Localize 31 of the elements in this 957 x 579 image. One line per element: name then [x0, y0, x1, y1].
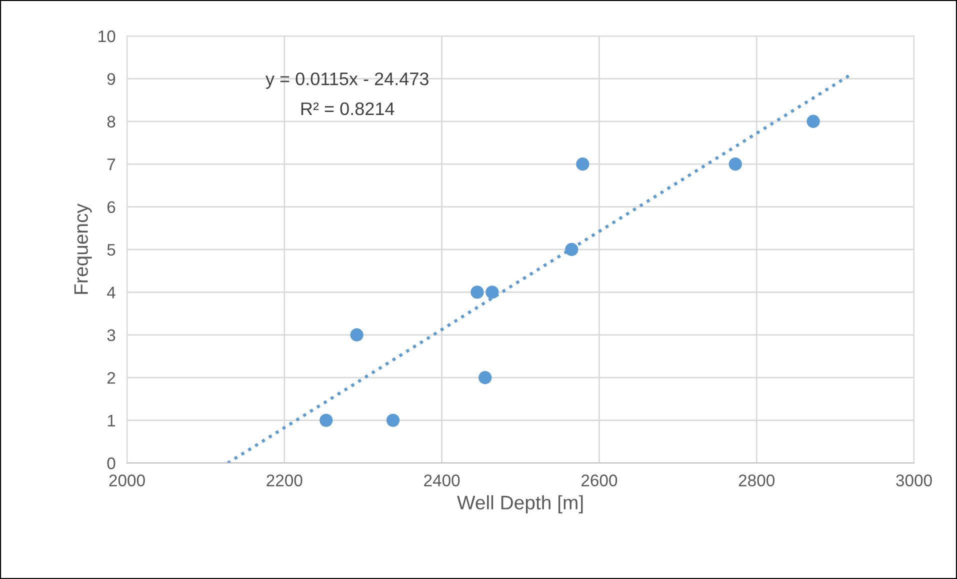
x-tick-label: 2000 [109, 474, 145, 486]
x-tick-label: 2600 [582, 474, 618, 486]
point [565, 242, 578, 256]
point [806, 114, 820, 128]
annotation: R² = 0.8214 [301, 102, 394, 116]
y-tick-label: 4 [107, 286, 116, 298]
y-tick-label: 5 [107, 244, 116, 256]
point [576, 158, 590, 171]
x-tick-label: 3000 [896, 474, 932, 486]
y-axis-title: Frequency [74, 204, 92, 294]
y-tick-label: 10 [98, 30, 116, 42]
y-tick-label: 0 [107, 457, 116, 470]
x-axis-title: Well Depth [m] [457, 495, 583, 514]
y-tick-label: 7 [107, 158, 116, 170]
x-tick-label: 2200 [266, 474, 302, 486]
y-tick-label: 1 [108, 414, 116, 426]
x-tick-label: 2400 [424, 474, 460, 486]
y-tick-label: 6 [107, 201, 116, 214]
y-tick-label: 9 [107, 73, 116, 85]
point [478, 371, 492, 384]
point [320, 414, 333, 427]
y-tick-label: 8 [107, 116, 116, 128]
annotation: y = 0.0115x - 24.473 [266, 72, 428, 89]
point [728, 158, 742, 171]
point [470, 286, 484, 299]
point [350, 328, 364, 342]
y-tick-label: 3 [107, 329, 116, 342]
point [486, 286, 499, 299]
y-tick-label: 2 [107, 372, 116, 384]
point [386, 414, 400, 427]
x-tick-label: 2800 [738, 474, 774, 486]
